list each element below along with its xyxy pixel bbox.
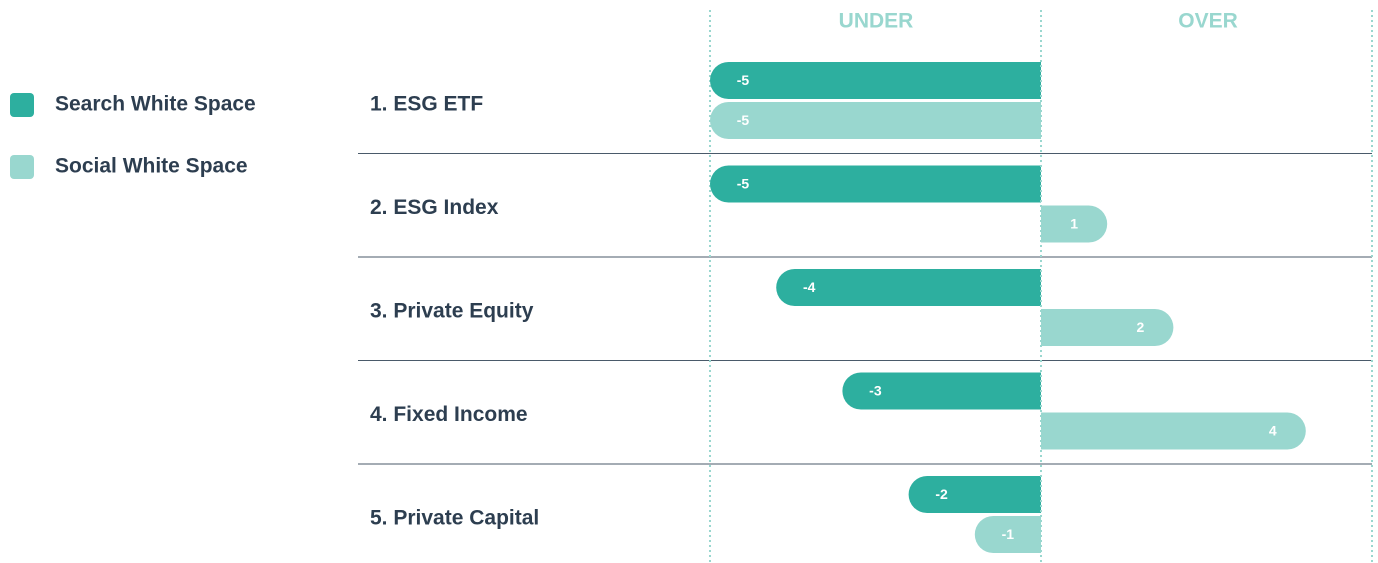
value-label: -4 <box>803 279 816 295</box>
bar <box>974 516 1041 553</box>
category-label: 4. Fixed Income <box>370 403 528 426</box>
bar <box>710 102 1041 139</box>
legend-swatch <box>10 155 34 179</box>
legend-swatch <box>10 93 34 117</box>
value-label: 1 <box>1070 216 1078 232</box>
legend-label: Social White Space <box>55 155 248 178</box>
value-label: 2 <box>1137 319 1145 335</box>
bar <box>1041 205 1108 243</box>
category-label: 3. Private Equity <box>370 300 534 323</box>
value-label: -5 <box>737 176 750 192</box>
value-label: -1 <box>1002 526 1015 542</box>
bar <box>1041 412 1306 450</box>
bar <box>1041 309 1174 346</box>
bar <box>710 62 1041 99</box>
bar <box>842 372 1041 410</box>
category-label: 5. Private Capital <box>370 507 539 530</box>
bar <box>710 165 1041 203</box>
over-label: OVER <box>1178 10 1238 33</box>
bar <box>908 476 1041 513</box>
value-label: -5 <box>737 72 750 88</box>
under-label: UNDER <box>839 10 914 33</box>
value-label: 4 <box>1269 423 1277 439</box>
bar <box>776 269 1041 306</box>
value-label: -3 <box>869 383 882 399</box>
value-label: -5 <box>737 112 750 128</box>
value-label: -2 <box>935 486 948 502</box>
legend-label: Search White Space <box>55 93 256 116</box>
category-label: 1. ESG ETF <box>370 93 483 116</box>
category-label: 2. ESG Index <box>370 196 499 219</box>
